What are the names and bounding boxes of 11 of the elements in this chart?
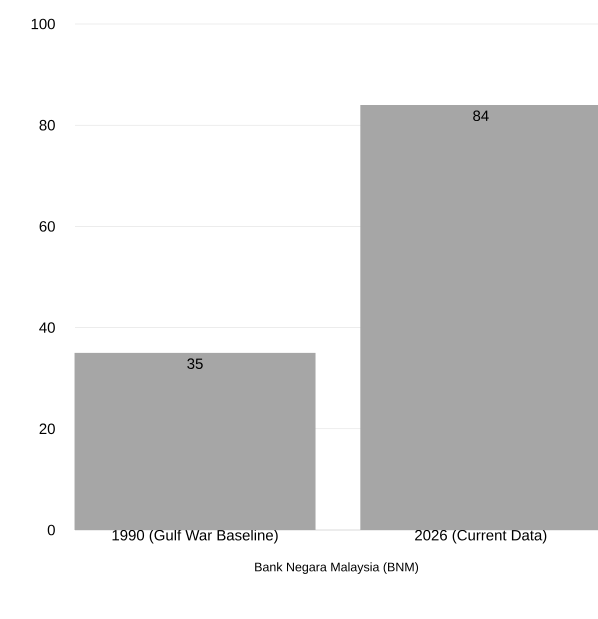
y-tick-label: 80 — [40, 120, 55, 130]
y-tick-label: 100 — [32, 18, 55, 30]
x-tick-label: 1990 (Gulf War Baseline) — [112, 530, 278, 544]
x-tick-label: 2026 (Current Data) — [415, 530, 546, 544]
data-label: 84 — [473, 110, 489, 122]
x-axis-title: Bank Negara Malaysia (BNM) — [255, 562, 418, 574]
y-tick-label: 20 — [40, 424, 55, 434]
y-tick-label: 60 — [40, 221, 55, 232]
data-label: 35 — [187, 358, 203, 369]
y-tick-label: 40 — [39, 322, 55, 333]
y-tick-label: 0 — [48, 524, 55, 536]
